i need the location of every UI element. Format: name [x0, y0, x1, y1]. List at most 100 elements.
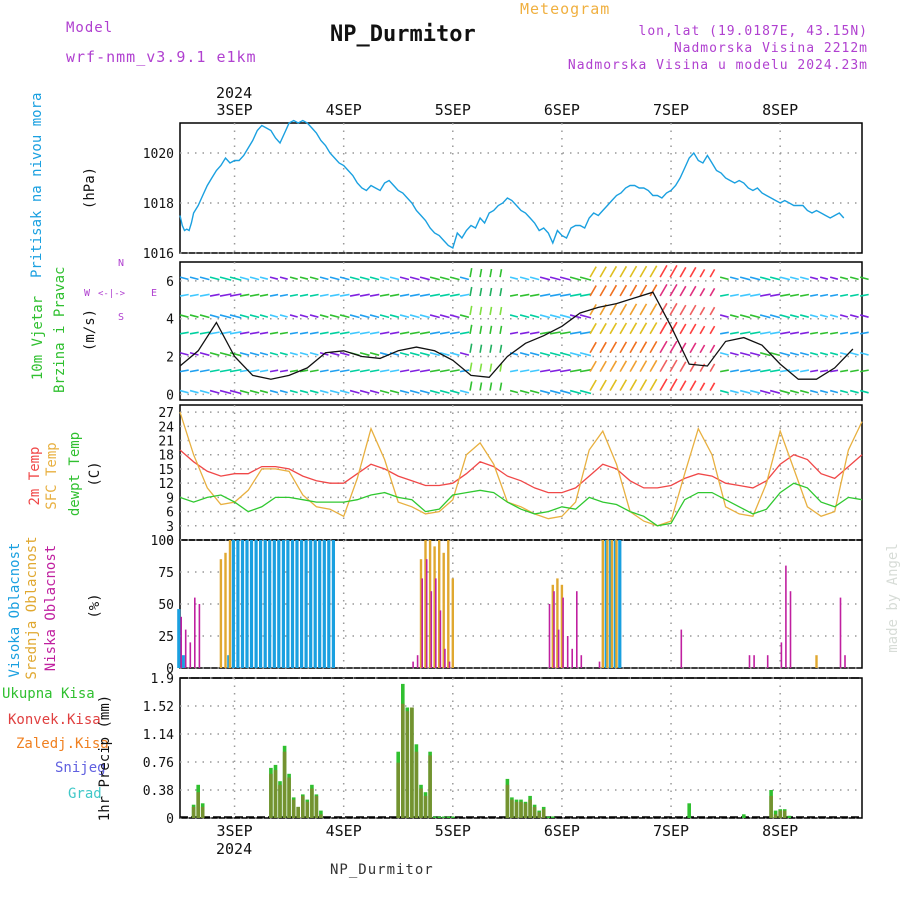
wind-barb — [409, 314, 420, 319]
wind-barb — [229, 389, 242, 395]
wind-barb — [750, 293, 761, 297]
wind-barb — [219, 314, 232, 319]
pressure-series-line — [179, 119, 845, 250]
wind-barb — [609, 379, 618, 391]
wind-barb — [189, 389, 199, 394]
wind-barb — [179, 276, 189, 281]
wind-barb — [639, 360, 648, 373]
cloud-bar — [290, 540, 295, 668]
wind-barb — [349, 369, 360, 373]
precip-total-bar — [787, 815, 792, 818]
wind-barb — [789, 276, 800, 281]
wind-barb — [219, 368, 232, 373]
wind-barb — [679, 323, 687, 335]
wind-barb — [229, 276, 242, 281]
wind-barb — [349, 331, 360, 335]
wind-barb — [719, 314, 729, 318]
wind-barb — [820, 293, 829, 297]
y-tick-label: 0.76 — [143, 756, 174, 771]
model-elevation-label: Nadmorska Visina u modelu 2024.23m — [567, 58, 868, 73]
wind-barb — [299, 276, 309, 280]
model-label: Model — [66, 20, 114, 36]
wind-barb — [429, 314, 440, 319]
cloud-bar — [424, 540, 427, 668]
y-tick-label: 15 — [158, 463, 174, 478]
wind-barb — [859, 389, 869, 394]
cloud-bar — [439, 610, 442, 668]
wind-barb — [269, 369, 279, 373]
precip-total-bar — [441, 816, 446, 818]
cloud-bar — [245, 540, 249, 668]
wind-barb — [479, 382, 483, 391]
wind-barb — [459, 293, 470, 297]
wind-barb — [499, 382, 503, 391]
day-label-bottom: 8SEP — [762, 822, 798, 840]
wind-barb — [189, 293, 199, 297]
cloud-bar — [576, 591, 578, 668]
wind-barb — [339, 314, 350, 319]
cloud-bar — [181, 655, 185, 668]
wind-barb — [679, 342, 687, 354]
cloud-bar — [189, 642, 192, 668]
wind-barb — [419, 293, 431, 297]
y-tick-label: 12 — [158, 477, 174, 492]
wind-barb — [469, 362, 473, 372]
wind-barb — [719, 351, 729, 356]
wind-barb — [549, 314, 561, 319]
wind-barb — [509, 276, 519, 280]
wind-barb — [229, 331, 242, 335]
wind-barb — [589, 303, 597, 316]
precip-conv-bar — [301, 795, 305, 818]
cloud-bar — [331, 540, 335, 668]
wind-barb — [279, 389, 288, 394]
wind-barb — [639, 379, 648, 391]
precip-conv-bar — [541, 809, 546, 818]
wind-barb — [479, 344, 483, 353]
wind-barb — [799, 351, 810, 356]
wind-barb — [439, 276, 450, 281]
wind-barb — [549, 331, 561, 335]
wind-barb — [619, 265, 628, 278]
wind-barb — [489, 382, 493, 391]
wind-barb — [589, 360, 597, 373]
wind-barb — [559, 314, 571, 319]
wind-barb — [619, 360, 628, 373]
cloud-bar — [295, 540, 299, 668]
wind-barb — [609, 322, 618, 335]
wind-barb — [399, 369, 410, 373]
wind-barb — [699, 344, 706, 354]
day-label-top: 6SEP — [544, 101, 580, 119]
precip-conv-bar — [405, 711, 410, 818]
wind-barb — [449, 351, 460, 357]
wind-barb — [379, 276, 390, 281]
cloud-bar — [444, 648, 446, 668]
precip-conv-bar — [273, 770, 278, 818]
cloud-bar — [442, 552, 445, 668]
wind-barb — [249, 276, 260, 281]
cloud-bar — [425, 559, 428, 668]
wind-barb — [249, 389, 260, 394]
precip-legend-conv: Konvek.Kisa — [8, 712, 101, 728]
cloud-bar — [318, 540, 322, 668]
wind-barb — [850, 369, 859, 373]
precip-conv-bar — [769, 795, 773, 818]
y-tick-label: 6 — [166, 275, 174, 290]
wind-barb — [219, 351, 232, 357]
wind-barb — [279, 276, 288, 280]
compass-n: N — [118, 258, 125, 269]
wind-barb — [189, 276, 199, 281]
y-tick-label: 1016 — [143, 247, 174, 262]
wind-barb — [780, 293, 791, 297]
wind-barb — [259, 314, 269, 318]
wind-barb — [379, 389, 390, 394]
wind-barb — [539, 293, 551, 297]
cloud-bar — [815, 655, 818, 668]
cloud-bar — [548, 604, 551, 668]
cloud-bar — [680, 629, 683, 668]
wind-barb — [209, 331, 220, 335]
wind-barb — [840, 293, 849, 297]
wind-barb — [739, 351, 751, 357]
precip-conv-bar — [519, 801, 523, 818]
wind-barb — [419, 331, 431, 335]
